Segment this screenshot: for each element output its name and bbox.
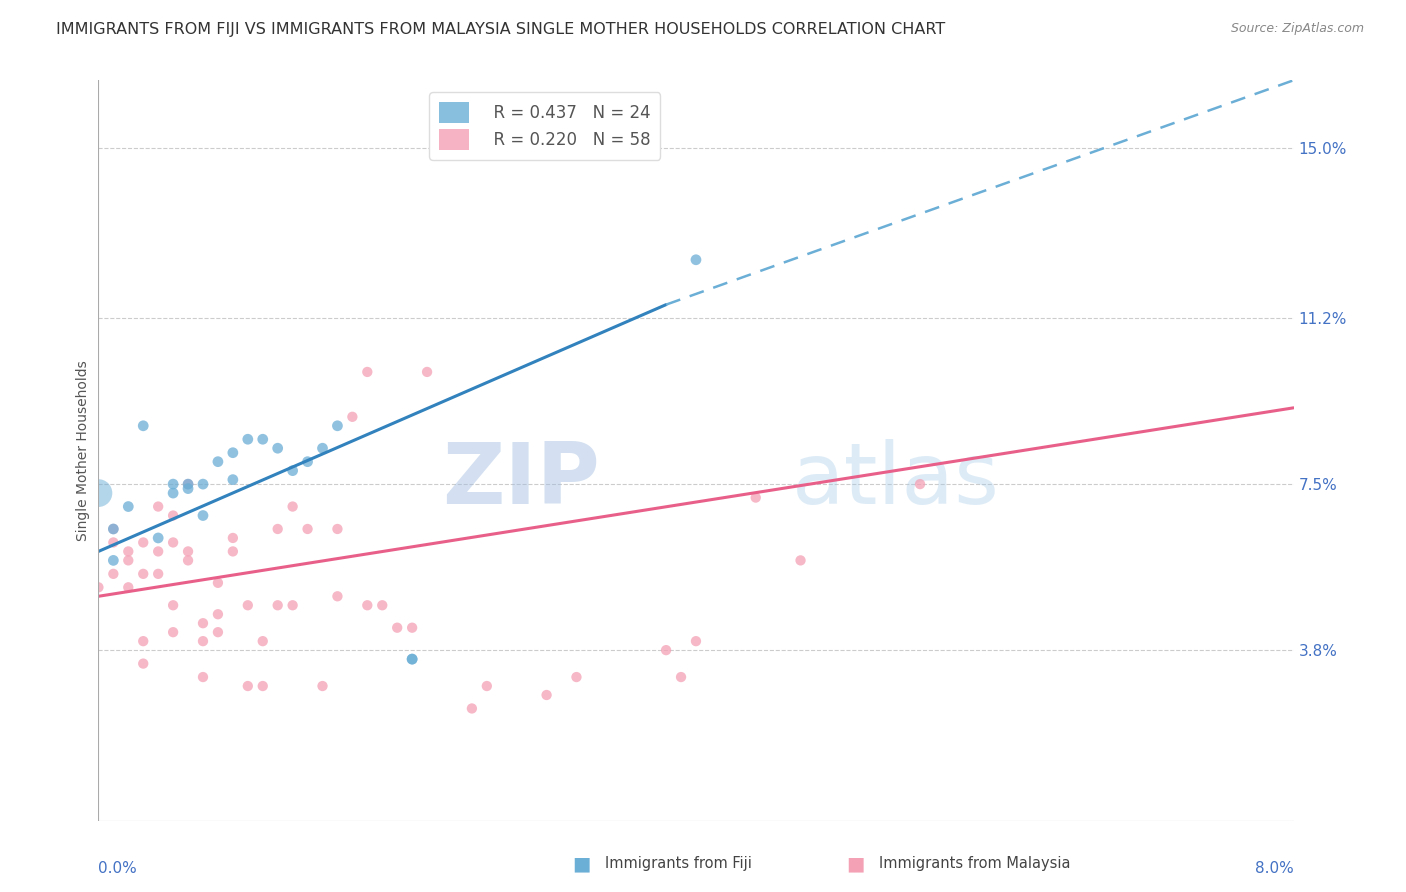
Point: [148, 531, 170, 545]
Point: [416, 365, 439, 379]
Point: [162, 625, 184, 640]
Point: [207, 625, 229, 640]
Text: IMMIGRANTS FROM FIJI VS IMMIGRANTS FROM MALAYSIA SINGLE MOTHER HOUSEHOLDS CORREL: IMMIGRANTS FROM FIJI VS IMMIGRANTS FROM …: [56, 22, 945, 37]
Point: [177, 477, 200, 491]
Point: [326, 418, 349, 433]
Point: [132, 418, 155, 433]
Point: [655, 643, 678, 657]
Point: [103, 522, 125, 536]
Point: [401, 652, 423, 666]
Point: [132, 634, 155, 648]
Point: [222, 446, 245, 460]
Point: [311, 679, 333, 693]
Point: [281, 599, 304, 613]
Y-axis label: Single Mother Households: Single Mother Households: [76, 360, 90, 541]
Point: [207, 575, 229, 590]
Point: [162, 477, 184, 491]
Text: Immigrants from Fiji: Immigrants from Fiji: [605, 856, 751, 871]
Point: [745, 491, 768, 505]
Point: [117, 500, 139, 514]
Point: [252, 432, 274, 446]
Point: [148, 544, 170, 558]
Point: [371, 599, 394, 613]
Text: 8.0%: 8.0%: [1254, 862, 1294, 876]
Point: [685, 252, 707, 267]
Point: [148, 566, 170, 581]
Point: [177, 477, 200, 491]
Point: [132, 657, 155, 671]
Text: ■: ■: [846, 854, 865, 873]
Point: [669, 670, 692, 684]
Point: [326, 589, 349, 603]
Point: [281, 500, 304, 514]
Point: [117, 553, 139, 567]
Point: [326, 522, 349, 536]
Point: [401, 621, 423, 635]
Point: [103, 522, 125, 536]
Point: [475, 679, 498, 693]
Point: [162, 535, 184, 549]
Point: [191, 670, 214, 684]
Point: [132, 566, 155, 581]
Point: [267, 441, 290, 455]
Point: [385, 621, 409, 635]
Point: [236, 599, 259, 613]
Point: [103, 553, 125, 567]
Point: [191, 477, 214, 491]
Text: atlas: atlas: [792, 439, 1000, 522]
Text: Source: ZipAtlas.com: Source: ZipAtlas.com: [1230, 22, 1364, 36]
Point: [356, 599, 378, 613]
Point: [222, 473, 245, 487]
Point: [342, 409, 364, 424]
Point: [191, 634, 214, 648]
Point: [207, 455, 229, 469]
Point: [177, 553, 200, 567]
Point: [177, 482, 200, 496]
Point: [162, 508, 184, 523]
Point: [177, 544, 200, 558]
Point: [252, 634, 274, 648]
Point: [162, 599, 184, 613]
Point: [222, 531, 245, 545]
Point: [267, 522, 290, 536]
Point: [191, 508, 214, 523]
Point: [191, 616, 214, 631]
Point: [87, 486, 110, 500]
Text: ■: ■: [572, 854, 591, 873]
Point: [207, 607, 229, 622]
Point: [103, 535, 125, 549]
Point: [117, 580, 139, 594]
Legend:   R = 0.437   N = 24,   R = 0.220   N = 58: R = 0.437 N = 24, R = 0.220 N = 58: [429, 92, 661, 160]
Point: [297, 522, 319, 536]
Point: [565, 670, 588, 684]
Point: [536, 688, 558, 702]
Point: [103, 566, 125, 581]
Point: [789, 553, 811, 567]
Point: [132, 535, 155, 549]
Point: [311, 441, 333, 455]
Text: Immigrants from Malaysia: Immigrants from Malaysia: [879, 856, 1070, 871]
Point: [297, 455, 319, 469]
Point: [162, 486, 184, 500]
Point: [236, 432, 259, 446]
Point: [461, 701, 484, 715]
Point: [87, 580, 110, 594]
Point: [908, 477, 931, 491]
Text: ZIP: ZIP: [443, 439, 600, 522]
Point: [148, 500, 170, 514]
Point: [685, 634, 707, 648]
Point: [281, 464, 304, 478]
Point: [267, 599, 290, 613]
Point: [236, 679, 259, 693]
Point: [117, 544, 139, 558]
Point: [252, 679, 274, 693]
Text: 0.0%: 0.0%: [98, 862, 138, 876]
Point: [401, 652, 423, 666]
Point: [356, 365, 378, 379]
Point: [222, 544, 245, 558]
